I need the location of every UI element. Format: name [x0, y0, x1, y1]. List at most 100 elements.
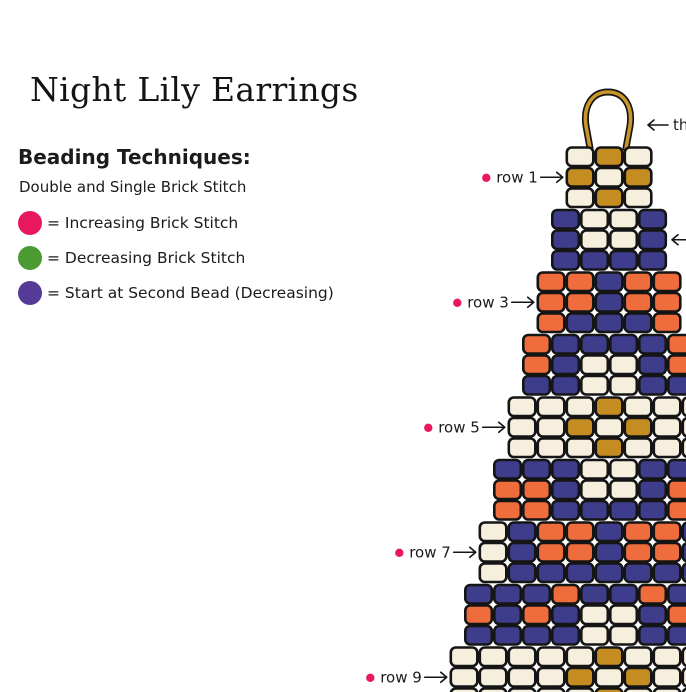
- cream-bead: [536, 437, 566, 459]
- row-label-text: row 1: [496, 168, 538, 186]
- cream-bead: [449, 646, 479, 668]
- navy-bead: [492, 624, 523, 646]
- orange-bead: [652, 521, 682, 543]
- cream-bead: [565, 687, 595, 692]
- arrow-right-icon: [423, 671, 448, 684]
- gold-bead: [594, 437, 624, 459]
- row-label-1: row 1: [496, 168, 564, 186]
- cream-bead: [536, 666, 566, 688]
- navy-bead: [550, 354, 581, 376]
- navy-bead: [463, 624, 494, 646]
- navy-bead: [507, 521, 537, 543]
- arrow-left-icon: [671, 233, 686, 246]
- cream-bead: [478, 666, 508, 688]
- cream-bead: [623, 187, 653, 209]
- orange-bead: [536, 541, 566, 563]
- navy-bead: [550, 499, 581, 521]
- ear-wire: [581, 88, 635, 152]
- navy-bead: [463, 583, 494, 605]
- cream-bead: [507, 416, 537, 438]
- cream-bead: [608, 354, 639, 376]
- navy-bead: [667, 374, 686, 396]
- arrow-left-icon: [647, 119, 669, 131]
- navy-bead: [594, 291, 624, 313]
- cream-bead: [681, 437, 686, 459]
- cream-bead: [623, 146, 653, 168]
- pink-marker-icon: [366, 673, 375, 682]
- navy-bead: [637, 229, 668, 251]
- gold-bead: [594, 646, 624, 668]
- purple-dot-icon: [18, 281, 42, 305]
- navy-bead: [594, 521, 624, 543]
- arrow-right-icon: [539, 171, 564, 184]
- orange-bead: [550, 583, 581, 605]
- gold-bead: [623, 666, 653, 688]
- legend-item-increasing: = Increasing Brick Stitch: [18, 211, 334, 235]
- callout-text: th: [673, 116, 686, 134]
- orange-bead: [652, 271, 682, 293]
- cream-bead: [652, 396, 682, 418]
- arrow-right-icon: [481, 421, 506, 434]
- technique-legend: = Increasing Brick Stitch = Decreasing B…: [18, 211, 334, 316]
- cream-bead: [608, 229, 639, 251]
- orange-bead: [521, 479, 552, 501]
- pink-marker-icon: [395, 548, 404, 557]
- cream-bead: [565, 146, 595, 168]
- navy-bead: [637, 624, 668, 646]
- cream-bead: [608, 479, 639, 501]
- navy-bead: [637, 604, 668, 626]
- row-label-text: row 5: [438, 418, 480, 436]
- cream-bead: [579, 354, 610, 376]
- orange-bead: [652, 541, 682, 563]
- orange-bead: [521, 499, 552, 521]
- navy-bead: [579, 249, 610, 271]
- row-label-text: row 7: [409, 543, 451, 561]
- cream-bead: [681, 396, 686, 418]
- cream-bead: [478, 541, 508, 563]
- orange-bead: [652, 291, 682, 313]
- cream-bead: [652, 437, 682, 459]
- navy-bead: [550, 624, 581, 646]
- orange-bead: [667, 499, 686, 521]
- cream-bead: [565, 187, 595, 209]
- gold-bead: [565, 416, 595, 438]
- cream-bead: [681, 687, 686, 692]
- legend-label: = Start at Second Bead (Decreasing): [47, 284, 334, 302]
- orange-bead: [536, 312, 566, 334]
- cream-bead: [536, 416, 566, 438]
- navy-bead: [681, 541, 686, 563]
- legend-item-second-bead: = Start at Second Bead (Decreasing): [18, 281, 334, 305]
- orange-bead: [521, 604, 552, 626]
- navy-bead: [507, 562, 537, 584]
- gold-bead: [594, 187, 624, 209]
- navy-bead: [594, 541, 624, 563]
- navy-bead: [565, 312, 595, 334]
- orange-bead: [565, 521, 595, 543]
- cream-bead: [579, 458, 610, 480]
- cream-bead: [579, 604, 610, 626]
- navy-bead: [550, 374, 581, 396]
- cream-bead: [536, 396, 566, 418]
- cream-bead: [608, 208, 639, 230]
- cream-bead: [608, 624, 639, 646]
- row-labels: row 1 row 3 row 5 row 7 row 9: [366, 168, 564, 686]
- orange-bead: [667, 333, 686, 355]
- cream-bead: [681, 666, 686, 688]
- navy-bead: [594, 562, 624, 584]
- navy-bead: [667, 458, 686, 480]
- green-dot-icon: [18, 246, 42, 270]
- cream-bead: [579, 624, 610, 646]
- navy-bead: [652, 562, 682, 584]
- legend-label: = Increasing Brick Stitch: [47, 214, 239, 232]
- row-label-text: row 9: [380, 668, 422, 686]
- navy-bead: [579, 333, 610, 355]
- navy-bead: [579, 583, 610, 605]
- legend-item-decreasing: = Decreasing Brick Stitch: [18, 246, 334, 270]
- orange-bead: [667, 479, 686, 501]
- cream-bead: [623, 437, 653, 459]
- gold-bead: [565, 166, 595, 188]
- pink-dot-icon: [18, 211, 42, 235]
- navy-bead: [667, 624, 686, 646]
- cream-bead: [594, 416, 624, 438]
